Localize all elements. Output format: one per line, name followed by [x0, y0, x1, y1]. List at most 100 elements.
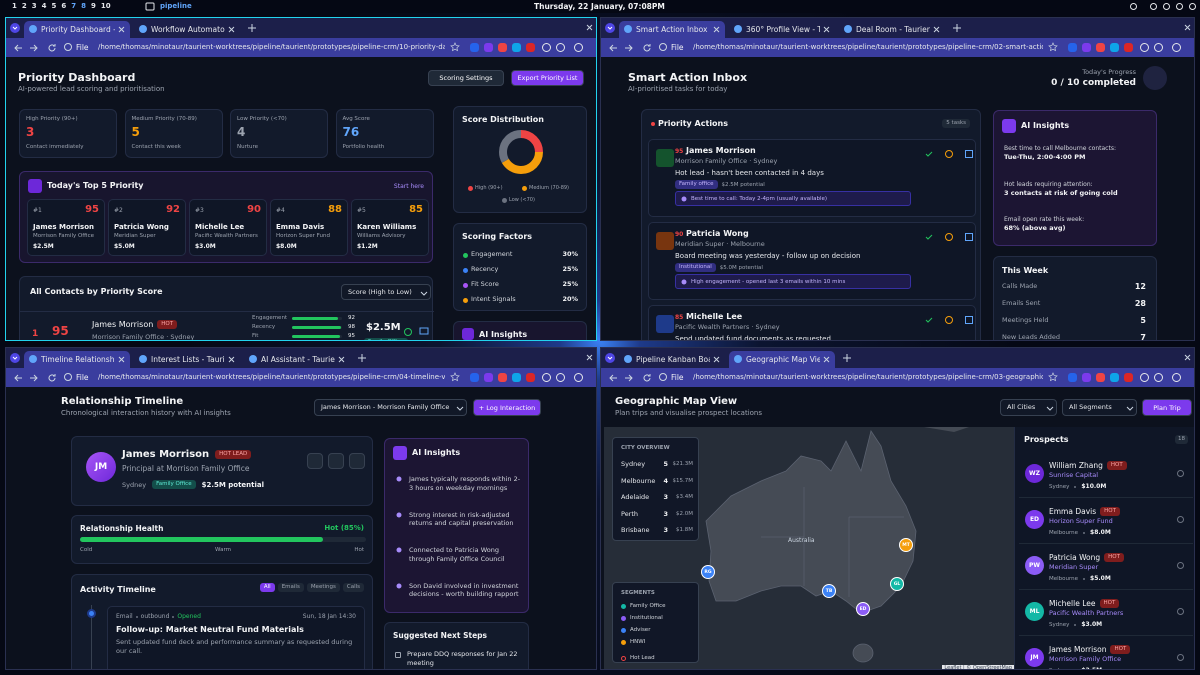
- city-overview: CITY OVERVIEW Sydney 5 $21.3M Melbourne 4 $15.…: [612, 437, 699, 541]
- item-status: Opened: [177, 613, 201, 620]
- prospect-pin: [1177, 654, 1184, 661]
- map-marker[interactable]: TB: [822, 584, 836, 598]
- tab-favicon: [624, 355, 632, 363]
- filter[interactable]: Emails: [277, 583, 304, 593]
- prospect-item[interactable]: ED Emma Davis HOT Horizon Super Fund Melbour…: [1019, 502, 1193, 544]
- extension-icon: [470, 373, 479, 382]
- timeline-dot: [87, 609, 96, 618]
- prospect-item[interactable]: ML Michelle Lee HOT Pacific Wealth Partners…: [1019, 594, 1193, 636]
- select-chevron: [1126, 406, 1134, 411]
- tab[interactable]: Timeline Relationship V: [24, 351, 130, 368]
- browser-window: Priority Dashboard - Ta Workflow Automato…: [5, 17, 597, 341]
- tab[interactable]: Interest Lists - Taurient: [134, 351, 240, 368]
- city-select[interactable]: All Cities: [1000, 399, 1057, 416]
- icon-part: [30, 44, 38, 52]
- hot-tag: HOT: [1106, 461, 1127, 471]
- prospect-initials: ML: [1029, 608, 1040, 615]
- tab[interactable]: Smart Action Inbox - Ta: [619, 21, 725, 38]
- filter[interactable]: Meetings: [306, 583, 340, 593]
- tab-title: Interest Lists - Taurient: [151, 355, 225, 364]
- tab-menu: [605, 353, 615, 363]
- log-button[interactable]: + Log Interaction: [473, 399, 541, 416]
- filter[interactable]: All: [259, 583, 275, 593]
- tab-bar: Priority Dashboard - Ta Workflow Automato…: [6, 18, 596, 38]
- contact-select[interactable]: James Morrison - Morrison Family Office: [314, 399, 467, 416]
- reload-button: [48, 44, 56, 52]
- factor-label: Recency: [471, 265, 499, 273]
- export-button[interactable]: Export Priority List: [511, 70, 584, 86]
- type-tag-wrap: Family Office: [364, 338, 408, 340]
- workspace[interactable]: 1: [12, 2, 17, 10]
- filter[interactable]: Calls: [342, 583, 364, 593]
- top5-item: #4 88 Emma Davis Horizon Super Fund $8.0M: [270, 199, 348, 256]
- prospect-meta: Sydney $3.0M: [1049, 621, 1102, 628]
- map-marker[interactable]: MT: [899, 538, 913, 552]
- icon-part: [420, 291, 428, 296]
- extension-icon: [512, 373, 521, 382]
- icon-part: [624, 355, 632, 363]
- icon-part: [1177, 654, 1184, 661]
- tab[interactable]: Pipeline Kanban Board: [619, 351, 725, 368]
- back-button: [609, 374, 617, 382]
- prospect-item[interactable]: PW Patricia Wong HOT Meridian Super Melbourn…: [1019, 548, 1193, 590]
- prospect-city: Sydney: [1049, 668, 1069, 670]
- icon-part: [64, 43, 72, 51]
- plan-trip-button-label: Plan Trip: [1153, 403, 1181, 412]
- score: 88: [328, 204, 342, 215]
- segment-select[interactable]: All Segments: [1062, 399, 1137, 416]
- metric-value: 95: [348, 333, 355, 339]
- tab[interactable]: Deal Room - Taurient C: [839, 21, 945, 38]
- extension-icon: [470, 43, 479, 52]
- icon-part: [924, 427, 969, 432]
- workspace[interactable]: 5: [51, 2, 57, 10]
- tab[interactable]: AI Assistant - Taurient: [244, 351, 350, 368]
- icon-part: [659, 373, 667, 381]
- contact-action[interactable]: [328, 453, 344, 469]
- sep-dot: [1074, 485, 1077, 488]
- tab[interactable]: Priority Dashboard - Ta: [24, 21, 130, 38]
- icon-part: [1124, 373, 1133, 382]
- factor-weight: 25%: [562, 265, 578, 273]
- city-name: Brisbane: [621, 526, 650, 535]
- step-checkbox[interactable]: [395, 652, 401, 658]
- select-chevron: [1046, 406, 1054, 411]
- plan-trip-button[interactable]: Plan Trip: [1142, 399, 1192, 416]
- page-title: Geographic Map View: [615, 396, 738, 407]
- actions-title: Priority Actions: [658, 119, 729, 128]
- tab-close: [118, 26, 125, 33]
- prospect-item[interactable]: WZ William Zhang HOT Sunrise Capital Sydney $…: [1019, 456, 1193, 498]
- tab[interactable]: Geographic Map View: [729, 351, 835, 368]
- map-marker[interactable]: RG: [701, 565, 715, 579]
- map-marker[interactable]: ED: [856, 602, 870, 616]
- contact-action[interactable]: [307, 453, 323, 469]
- workspace[interactable]: 9: [91, 2, 96, 10]
- workspace[interactable]: 3: [31, 2, 37, 10]
- insight-icon: [396, 547, 402, 553]
- metric-bar: [292, 317, 338, 320]
- icon-part: [933, 26, 940, 33]
- icon-part: [396, 547, 402, 553]
- contact-action[interactable]: [349, 453, 365, 469]
- window-close: [586, 354, 593, 361]
- segments-legend: SEGMENTS Family Office Institutional Advise…: [612, 582, 699, 663]
- icon-part: [470, 43, 479, 52]
- workspace[interactable]: 4: [41, 2, 47, 10]
- page-title: Smart Action Inbox: [628, 71, 748, 84]
- prospect-item[interactable]: JM James Morrison HOT Morrison Family Offic…: [1019, 640, 1193, 670]
- tab[interactable]: Workflow Automator -: [134, 21, 240, 38]
- workspace[interactable]: 2: [21, 2, 27, 10]
- insight-text: James typically responds within 2-3 hour…: [409, 475, 521, 492]
- settings-button[interactable]: Scoring Settings: [428, 70, 504, 86]
- tab[interactable]: 360° Profile View - Ta: [729, 21, 835, 38]
- workspace[interactable]: 7: [71, 2, 77, 10]
- icon-part: [484, 43, 493, 52]
- contacts-card: All Contacts by Priority Score Score (Hig…: [19, 276, 434, 340]
- segment-dot: [621, 640, 626, 645]
- icon-part: [609, 44, 617, 52]
- map-marker[interactable]: GL: [890, 577, 904, 591]
- workspace[interactable]: 6: [61, 2, 67, 10]
- workspace[interactable]: 8: [81, 2, 86, 10]
- workspace[interactable]: 10: [100, 2, 111, 10]
- sort-select[interactable]: Score (High to Low): [341, 284, 431, 300]
- page-title: Relationship Timeline: [61, 396, 184, 407]
